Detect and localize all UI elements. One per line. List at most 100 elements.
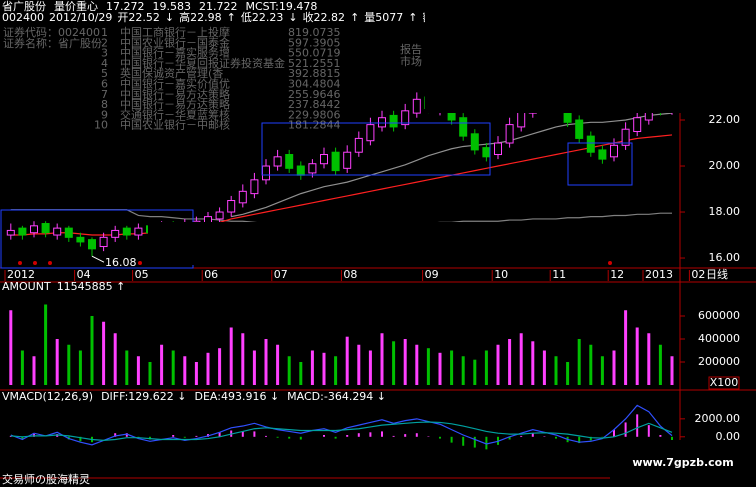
y-tick-label: 200000: [698, 355, 740, 368]
candle-body: [41, 223, 50, 234]
volume-bar: [415, 344, 419, 385]
y-tick-label: 22.00: [709, 113, 741, 126]
candle-body: [366, 124, 375, 142]
y-tick-label: 400000: [698, 332, 740, 345]
holder-name: 英国保诚资产管理(香: [120, 66, 223, 80]
signal-dot: [48, 261, 52, 265]
holder-name: 中国银行－易方达策略: [120, 97, 230, 111]
candle-body: [215, 211, 224, 220]
y-tick-label: 0.00: [716, 430, 741, 443]
candle-body: [633, 117, 642, 133]
candle-body: [389, 114, 398, 128]
volume-bar: [44, 304, 48, 385]
volume-bar: [496, 344, 500, 385]
volume-bar: [241, 333, 245, 385]
holder-rank: 1: [101, 26, 108, 39]
volume-bar: [229, 327, 233, 385]
candle-body: [621, 128, 630, 146]
volume-bar: [183, 356, 187, 385]
holder-rank: 3: [101, 47, 108, 60]
candle-body: [250, 179, 259, 195]
candle-body: [88, 239, 96, 250]
legend-entry: DIFF:129.622 ↓: [101, 390, 186, 403]
holder-name: 中国农业银行－中邮核: [120, 118, 230, 132]
candle-body: [122, 227, 131, 236]
header-item: 17.272: [106, 0, 145, 13]
volume-bar: [276, 344, 280, 385]
legend-entry: MACD:-364.294 ↓: [287, 390, 386, 403]
panel-title: VMACD(12,26,9): [2, 390, 93, 403]
average-line: [10, 134, 673, 236]
y-tick-label: 600000: [698, 309, 740, 322]
watermark: www.7gpzb.com: [632, 456, 733, 469]
header-item: 量5077: [364, 11, 403, 24]
volume-bar: [519, 333, 523, 385]
volume-bar: [473, 359, 477, 385]
volume-bar: [380, 333, 384, 385]
volume-bar: [125, 350, 129, 385]
candle-body: [30, 225, 38, 234]
header-item: 开22.52: [117, 11, 160, 24]
candle-body: [6, 229, 15, 236]
candle-body: [586, 135, 595, 153]
info-line: 证券名称：省广股份: [3, 36, 102, 50]
redaction: [425, 0, 756, 113]
header-item: 省广股份: [2, 0, 46, 13]
candle-body: [285, 154, 294, 169]
volume-bar: [264, 338, 268, 385]
candle-body: [598, 149, 607, 160]
holder-rank: 7: [101, 88, 108, 101]
holder-rank: 4: [101, 57, 108, 70]
header-item: MCST:19.478: [246, 0, 318, 13]
period-label: 日线: [706, 267, 728, 281]
volume-bar: [647, 333, 651, 385]
header-item: ↑: [350, 11, 359, 24]
candle-body: [517, 110, 526, 128]
candle-body: [354, 137, 363, 153]
average-line: [231, 112, 673, 218]
volume-bar: [20, 350, 24, 385]
volume-bar: [32, 356, 36, 385]
candle-body: [111, 229, 120, 238]
unit-box: [708, 376, 740, 390]
volume-bar: [461, 356, 465, 385]
candle-body: [238, 190, 247, 204]
volume-bar: [450, 350, 454, 385]
signal-dot: [33, 261, 37, 265]
low-label: 16.08: [105, 256, 137, 269]
volume-bar: [206, 352, 210, 385]
x-tick-label: 08: [343, 268, 357, 281]
redaction: [610, 440, 756, 487]
holder-shares: 521.2551: [288, 57, 341, 70]
overlay-note: 报告: [400, 42, 422, 56]
holder-shares: 181.2844: [288, 119, 341, 132]
volume-bar: [345, 336, 349, 385]
volume-bar: [90, 315, 94, 385]
holder-shares: 819.0735: [288, 26, 341, 39]
highlight-box: [261, 122, 491, 176]
holder-shares: 550.0719: [288, 47, 341, 60]
volume-bar: [426, 348, 430, 385]
candle-body: [273, 156, 282, 167]
holder-shares: 304.4804: [288, 78, 341, 91]
holder-name: 中国工商银行－上投摩: [120, 25, 230, 39]
candle-body: [470, 133, 479, 151]
candle-body: [610, 144, 618, 158]
overlay-note: 市场: [400, 54, 422, 68]
x-tick-label: 2012: [7, 268, 35, 281]
volume-bar: [589, 344, 593, 385]
legend-entry: DEA:493.916 ↓: [195, 390, 280, 403]
volume-bar: [554, 356, 558, 385]
volume-bar: [566, 361, 570, 385]
x-tick-label: 09: [425, 268, 439, 281]
candle-body: [459, 117, 468, 137]
volume-bar: [624, 310, 628, 385]
volume-bar: [658, 344, 662, 385]
header-item: 19.583: [153, 0, 192, 13]
highlight-box: [567, 142, 633, 186]
holder-name: 中国银行－华夏回报证券投资基金: [120, 56, 285, 70]
candle-body: [76, 236, 85, 243]
candle-body: [505, 124, 514, 144]
volume-bar: [67, 344, 71, 385]
x-tick-label: 11: [552, 268, 566, 281]
